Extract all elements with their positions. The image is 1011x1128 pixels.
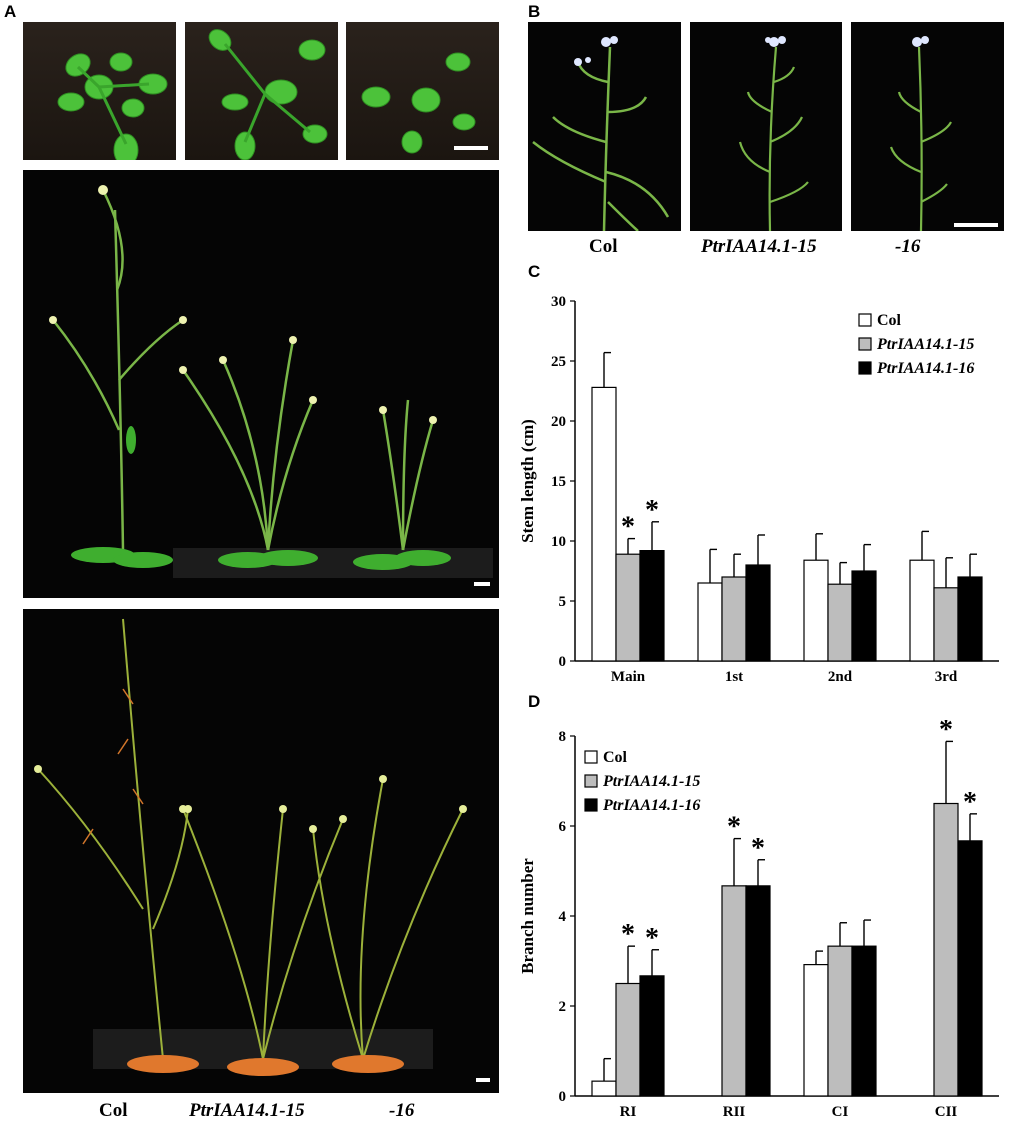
scale-bar: [474, 582, 490, 586]
bar: [957, 576, 983, 662]
caption-b-line15: PtrIAA14.1-15: [701, 236, 817, 257]
bar: [721, 576, 747, 662]
caption-col: Col: [99, 1100, 128, 1121]
bar: [933, 587, 959, 662]
significance-marker: *: [645, 495, 659, 526]
y-tick-label: 4: [559, 909, 567, 925]
scale-bar: [954, 223, 998, 227]
bar: [933, 802, 959, 1097]
y-tick-label: 10: [551, 534, 566, 550]
flowering-plants: [49, 185, 493, 578]
bar: [827, 945, 853, 1097]
bar: [745, 564, 771, 662]
significance-marker: *: [621, 919, 635, 950]
y-tick-label: 5: [559, 594, 567, 610]
flowering-plants-photo: [23, 170, 499, 598]
legend-label: PtrIAA14.1-16: [876, 360, 974, 377]
y-tick-label: 30: [551, 294, 566, 310]
inflorescence-photo-col: [528, 22, 681, 231]
legend-swatch: [584, 798, 598, 812]
bar: [803, 559, 829, 662]
bar: [909, 559, 935, 662]
x-tick-label: 1st: [725, 669, 743, 685]
rosette-photo-col: [23, 22, 176, 160]
legend-label: PtrIAA14.1-15: [876, 336, 974, 353]
y-tick-label: 0: [559, 1089, 567, 1105]
panel-label-c: C: [528, 262, 541, 281]
significance-marker: *: [939, 720, 953, 745]
legend-label: PtrIAA14.1-15: [602, 773, 700, 790]
caption-line16: -16: [389, 1100, 415, 1121]
bar: [615, 982, 641, 1097]
bar: [745, 885, 771, 1097]
x-tick-label: RI: [620, 1104, 637, 1120]
bar: [591, 386, 617, 662]
caption-line15: PtrIAA14.1-15: [189, 1100, 305, 1121]
legend-label: PtrIAA14.1-16: [602, 797, 700, 814]
legend-swatch: [584, 750, 598, 764]
bar: [721, 885, 747, 1097]
significance-marker: *: [751, 833, 765, 864]
rosette-col: [57, 52, 168, 160]
bar: [851, 945, 877, 1097]
legend-swatch: [858, 313, 872, 327]
bar: [615, 553, 641, 662]
mature-plants: [34, 618, 467, 1076]
x-tick-label: CI: [832, 1104, 849, 1120]
x-tick-label: Main: [611, 669, 646, 685]
bar: [827, 583, 853, 662]
x-tick-label: 3rd: [935, 669, 958, 685]
inflorescence-photo-line15: [690, 22, 842, 231]
caption-b-line16: -16: [895, 236, 921, 257]
legend-swatch: [858, 337, 872, 351]
y-tick-label: 6: [559, 819, 567, 835]
bar: [803, 964, 829, 1097]
y-tick-label: 25: [551, 354, 566, 370]
significance-marker: *: [963, 787, 977, 818]
bar: [851, 570, 877, 662]
y-tick-label: 8: [559, 729, 567, 745]
y-axis-label: Stem length (cm): [518, 419, 537, 543]
x-tick-label: CII: [935, 1104, 958, 1120]
inflorescence-photo-line16: [851, 22, 1004, 231]
scale-bar: [476, 1078, 490, 1082]
legend-swatch: [584, 774, 598, 788]
y-tick-label: 0: [559, 654, 567, 670]
stem-length-chart: 0 5 10 15 20 25 30 Stem length (cm) Main * * 1st 2nd…: [518, 294, 999, 685]
rosette-photo-line16: [346, 22, 499, 160]
panel-label-a: A: [4, 2, 17, 21]
y-tick-label: 20: [551, 414, 566, 430]
inflorescence-line16: [889, 36, 952, 231]
inflorescence-line15: [738, 36, 809, 231]
x-tick-label: 2nd: [828, 669, 853, 685]
bar: [957, 840, 983, 1097]
bar: [591, 1080, 617, 1097]
legend-swatch: [858, 361, 872, 375]
rosette-line16: [361, 52, 476, 154]
y-axis-label: Branch number: [518, 858, 537, 974]
x-tick-label: RII: [723, 1104, 746, 1120]
significance-marker: *: [727, 812, 741, 843]
panel-label-d: D: [528, 692, 541, 711]
bar: [639, 975, 665, 1097]
bar: [697, 582, 723, 662]
y-tick-label: 15: [551, 474, 566, 490]
branch-number-chart: 0 2 4 6 8 Branch number RI * * RII * * CI CII * * Col Ptr…: [518, 720, 999, 1120]
significance-marker: *: [621, 512, 635, 543]
bar: [639, 550, 665, 662]
rosette-photo-line15: [185, 22, 338, 160]
mature-plants-photo: [23, 609, 499, 1093]
significance-marker: *: [645, 923, 659, 954]
legend-label: Col: [877, 312, 902, 329]
inflorescence-col: [532, 36, 670, 231]
scale-bar: [454, 146, 488, 150]
rosette-line15: [208, 29, 328, 160]
y-tick-label: 2: [559, 999, 567, 1015]
legend-label: Col: [603, 749, 628, 766]
caption-b-col: Col: [589, 236, 618, 257]
panel-label-b: B: [528, 2, 541, 21]
